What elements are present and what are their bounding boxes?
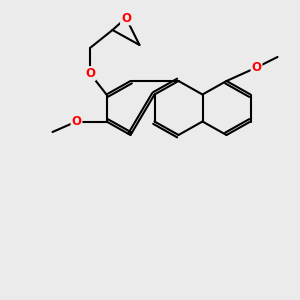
Text: O: O — [85, 67, 95, 80]
Text: O: O — [251, 61, 262, 74]
Text: O: O — [121, 11, 131, 25]
Text: O: O — [71, 115, 82, 128]
